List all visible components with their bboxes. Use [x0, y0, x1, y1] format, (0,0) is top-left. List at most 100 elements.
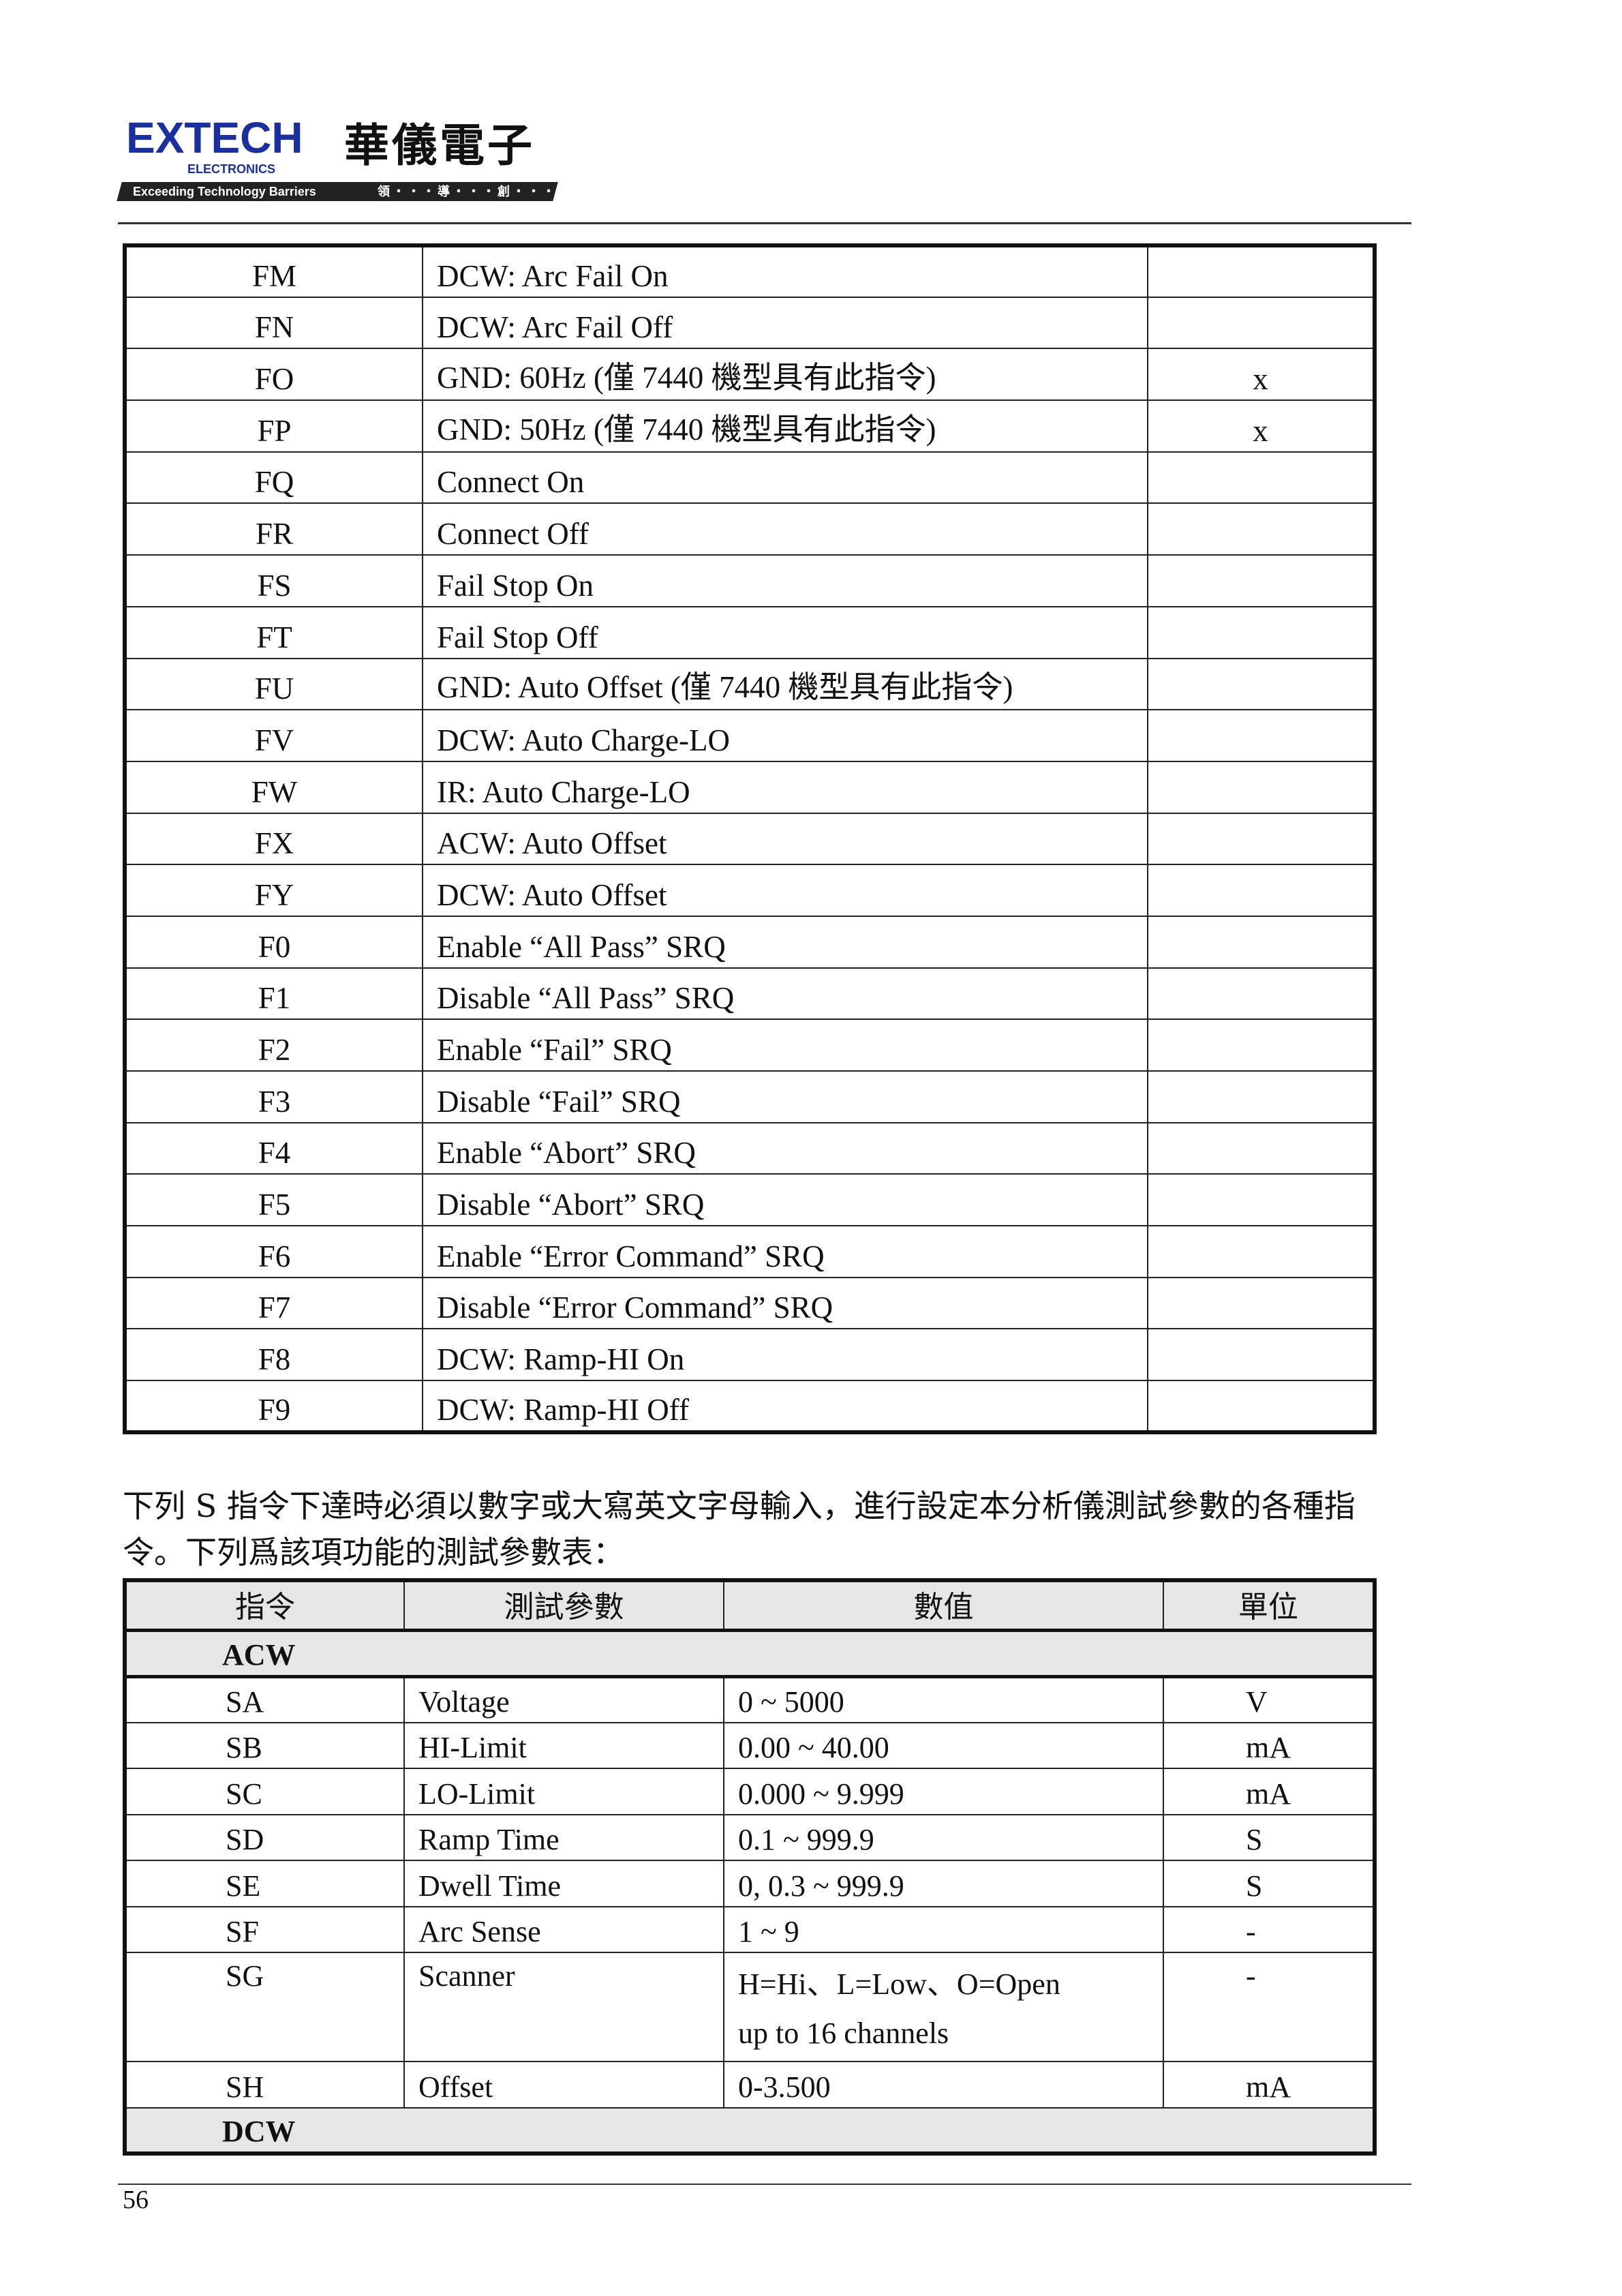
description-cell: DCW: Auto Charge-LO — [422, 709, 1148, 762]
description-cell: Connect Off — [422, 502, 1148, 556]
table-row: SD Ramp Time 0.1 ~ 999.9 S — [124, 1813, 1375, 1861]
note-cell — [1147, 1173, 1375, 1227]
page-number: 56 — [123, 2186, 149, 2214]
table-row: SG Scanner H=Hi、L=Low、O=Open up to 16 cha… — [124, 1952, 1375, 2062]
description-cell: GND: Auto Offset (僅 7440 機型具有此指令) — [422, 657, 1148, 711]
note-cell — [1147, 1121, 1375, 1175]
note-cell — [1147, 657, 1375, 711]
logo-sub: ELECTRONICS — [187, 162, 276, 176]
table-row: FN DCW: Arc Fail Off — [124, 296, 1375, 350]
table-row: FP GND: 50Hz (僅 7440 機型具有此指令) x — [124, 399, 1375, 453]
unit-cell: V — [1163, 1676, 1375, 1723]
section-acw: ACW — [124, 1629, 1375, 1678]
table-row: SB HI-Limit 0.00 ~ 40.00 mA — [124, 1721, 1375, 1769]
table-row: FQ Connect On — [124, 451, 1375, 504]
table-row: F4 Enable “Abort” SRQ — [124, 1121, 1375, 1175]
table-row: SF Arc Sense 1 ~ 9- — [124, 1905, 1375, 1953]
unit-cell: mA — [1163, 1768, 1375, 1815]
table-row: SA Voltage 0 ~ 5000 V — [124, 1676, 1375, 1723]
note-cell — [1147, 554, 1375, 607]
command-cell: F7 — [124, 1276, 423, 1330]
command-cell: SC — [124, 1768, 405, 1815]
command-cell: FP — [124, 399, 423, 453]
table-row: F9 DCW: Ramp-HI Off — [124, 1380, 1375, 1433]
header-command: 指令 — [124, 1580, 405, 1632]
description-cell: GND: 60Hz (僅 7440 機型具有此指令) — [422, 348, 1148, 402]
note-cell — [1147, 296, 1375, 350]
command-cell: F8 — [124, 1328, 423, 1382]
value-cell: 0.000 ~ 9.999 — [723, 1768, 1164, 1815]
table-row: F3 Disable “Fail” SRQ — [124, 1070, 1375, 1123]
table-row: FY DCW: Auto Offset — [124, 864, 1375, 917]
description-cell: Disable “All Pass” SRQ — [422, 967, 1148, 1021]
description-cell: Enable “Abort” SRQ — [422, 1121, 1148, 1175]
table-row: SH Offset 0-3.500 mA — [124, 2061, 1375, 2109]
description-cell: Disable “Abort” SRQ — [422, 1173, 1148, 1227]
table-row: FT Fail Stop Off — [124, 605, 1375, 659]
description-cell: DCW: Arc Fail Off — [422, 296, 1148, 350]
note-cell — [1147, 1070, 1375, 1123]
command-cell: F3 — [124, 1070, 423, 1123]
command-cell: FY — [124, 864, 423, 917]
parameter-table: 指令 測試參數 數值 單位 ACW SA Voltage 0 ~ 5000 V SB HI… — [123, 1578, 1377, 2156]
header-value: 數值 — [723, 1580, 1164, 1632]
command-cell: FS — [124, 554, 423, 607]
command-cell: FV — [124, 709, 423, 762]
table-row: FR Connect Off — [124, 502, 1375, 556]
note-cell — [1147, 812, 1375, 866]
description-cell: ACW: Auto Offset — [422, 812, 1148, 866]
parameter-cell: Dwell Time — [403, 1860, 724, 1907]
description-cell: Enable “Fail” SRQ — [422, 1018, 1148, 1072]
table-row: FU GND: Auto Offset (僅 7440 機型具有此指令) — [124, 657, 1375, 711]
header-unit: 單位 — [1163, 1580, 1375, 1632]
unit-cell: S — [1163, 1860, 1375, 1907]
description-cell: Connect On — [422, 451, 1148, 504]
value-cell: 0 ~ 5000 — [723, 1676, 1164, 1723]
note-cell — [1147, 502, 1375, 556]
table-row: F7 Disable “Error Command” SRQ — [124, 1276, 1375, 1330]
description-cell: IR: Auto Charge-LO — [422, 760, 1148, 814]
parameter-cell: Arc Sense — [403, 1905, 724, 1953]
description-cell: Fail Stop Off — [422, 605, 1148, 659]
description-cell: Disable “Error Command” SRQ — [422, 1276, 1148, 1330]
unit-cell: - — [1163, 1905, 1375, 1953]
table-row: FS Fail Stop On — [124, 554, 1375, 607]
table-row: FX ACW: Auto Offset — [124, 812, 1375, 866]
logo-tagline: Exceeding Technology Barriers — [133, 185, 316, 198]
command-cell: SD — [124, 1813, 405, 1861]
command-cell: FO — [124, 348, 423, 402]
command-cell: F6 — [124, 1225, 423, 1278]
command-cell: SE — [124, 1860, 405, 1907]
note-cell: x — [1147, 399, 1375, 453]
header-parameter: 測試參數 — [403, 1580, 724, 1632]
header-rule — [118, 222, 1411, 224]
command-cell: FR — [124, 502, 423, 556]
note-cell — [1147, 915, 1375, 969]
description-cell: DCW: Ramp-HI Off — [422, 1380, 1148, 1433]
table-row: F0 Enable “All Pass” SRQ — [124, 915, 1375, 969]
command-cell: FN — [124, 296, 423, 350]
description-cell: DCW: Arc Fail On — [422, 245, 1148, 298]
note-cell — [1147, 605, 1375, 659]
command-cell: F0 — [124, 915, 423, 969]
note-cell — [1147, 1380, 1375, 1433]
note-cell — [1147, 1328, 1375, 1382]
intro-paragraph: 下列 S 指令下達時必須以數字或大寫英文字母輸入，進行設定本分析儀測試參數的各種… — [123, 1487, 1356, 1571]
parameter-cell: LO-Limit — [403, 1768, 724, 1815]
command-cell: F4 — [124, 1121, 423, 1175]
description-cell: DCW: Ramp-HI On — [422, 1328, 1148, 1382]
command-cell: SF — [124, 1905, 405, 1953]
table-row: SE Dwell Time 0, 0.3 ~ 999.9 S — [124, 1860, 1375, 1907]
command-cell: FM — [124, 245, 423, 298]
description-cell: DCW: Auto Offset — [422, 864, 1148, 917]
table-row: FV DCW: Auto Charge-LO — [124, 709, 1375, 762]
command-cell: F1 — [124, 967, 423, 1021]
command-cell: SB — [124, 1721, 405, 1769]
table-row: F6 Enable “Error Command” SRQ — [124, 1225, 1375, 1278]
description-cell: Enable “All Pass” SRQ — [422, 915, 1148, 969]
note-cell — [1147, 245, 1375, 298]
table-row: F8 DCW: Ramp-HI On — [124, 1328, 1375, 1382]
note-cell: x — [1147, 348, 1375, 402]
note-cell — [1147, 967, 1375, 1021]
logo-slogan: 領・・・導・・・創・・・新 — [377, 185, 572, 198]
